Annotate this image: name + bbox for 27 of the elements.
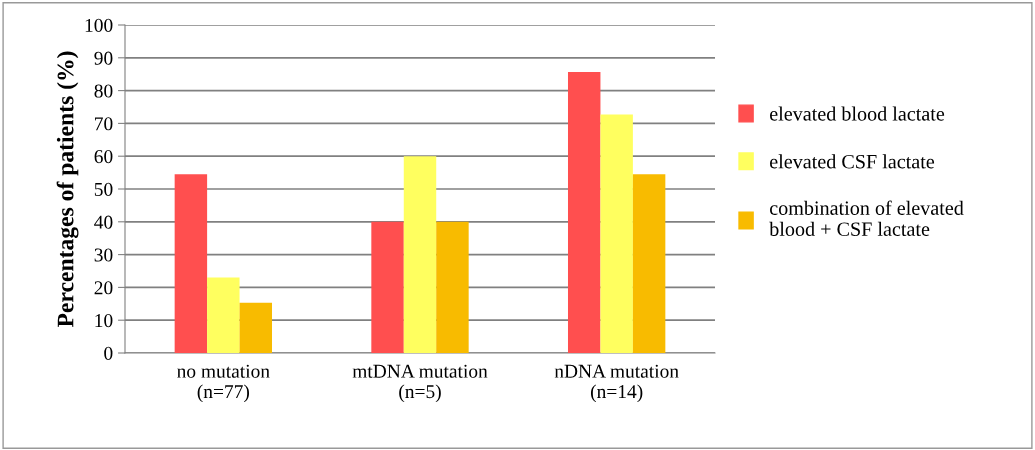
legend-label: combination of elevated blood + CSF lactate bbox=[769, 200, 964, 236]
bar bbox=[174, 174, 208, 353]
bar bbox=[239, 302, 273, 353]
y-tick-label: 80 bbox=[94, 84, 113, 98]
y-tick-label: 20 bbox=[94, 281, 113, 295]
y-tick-label: 90 bbox=[94, 51, 113, 65]
y-tick-label: 10 bbox=[95, 314, 113, 328]
bar bbox=[403, 156, 437, 353]
bar bbox=[207, 277, 240, 353]
bar bbox=[436, 221, 469, 353]
x-tick-label: mtDNA mutation (n=5) bbox=[352, 364, 488, 403]
y-tick-label: 60 bbox=[94, 150, 113, 164]
y-tick-label: 50 bbox=[94, 182, 113, 196]
bar bbox=[567, 71, 601, 353]
y-tick-label: 30 bbox=[94, 248, 113, 262]
x-tick-label: nDNA mutation (n=14) bbox=[554, 364, 679, 403]
y-tick-label: 0 bbox=[104, 346, 113, 360]
bar bbox=[600, 114, 633, 353]
bar bbox=[371, 221, 404, 353]
y-tick-label: 40 bbox=[94, 215, 113, 229]
legend-label: elevated CSF lactate bbox=[770, 154, 935, 169]
y-tick-label: 70 bbox=[95, 117, 113, 131]
legend-label: elevated blood lactate bbox=[770, 106, 945, 121]
x-tick-label: no mutation (n=77) bbox=[177, 364, 270, 403]
bar bbox=[632, 174, 666, 353]
y-tick-label: 100 bbox=[85, 18, 113, 32]
y-axis-title: Percentages of patients (%) bbox=[56, 51, 79, 328]
